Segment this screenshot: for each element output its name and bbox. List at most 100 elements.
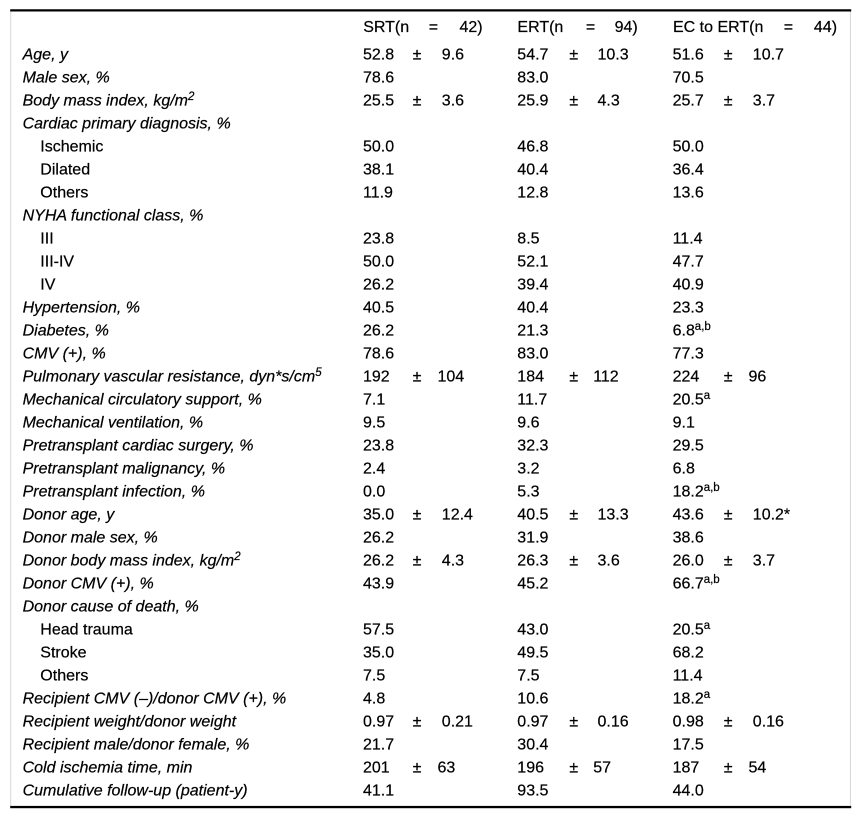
svg-text:±: ± bbox=[724, 713, 733, 730]
svg-text:78.6: 78.6 bbox=[363, 69, 394, 86]
svg-text:=: = bbox=[784, 19, 793, 36]
svg-text:20.5: 20.5 bbox=[673, 621, 704, 638]
svg-text:±: ± bbox=[413, 368, 422, 385]
svg-text:10.3: 10.3 bbox=[598, 46, 629, 63]
svg-text:0.97: 0.97 bbox=[363, 713, 394, 730]
svg-text:12.8: 12.8 bbox=[517, 184, 548, 201]
svg-text:Ischemic: Ischemic bbox=[40, 138, 103, 155]
svg-text:7.5: 7.5 bbox=[517, 667, 539, 684]
svg-text:66.7: 66.7 bbox=[673, 575, 704, 592]
svg-text:ERT(n: ERT(n bbox=[517, 19, 563, 36]
svg-text:43.0: 43.0 bbox=[517, 621, 548, 638]
svg-text:4.3: 4.3 bbox=[442, 552, 464, 569]
svg-text:68.2: 68.2 bbox=[673, 644, 704, 661]
svg-text:83.0: 83.0 bbox=[517, 345, 548, 362]
svg-text:Stroke: Stroke bbox=[40, 644, 86, 661]
svg-text:9.6: 9.6 bbox=[517, 414, 539, 431]
svg-text:a,b: a,b bbox=[704, 574, 720, 586]
svg-text:38.1: 38.1 bbox=[363, 161, 394, 178]
svg-text:44.0: 44.0 bbox=[673, 782, 704, 799]
svg-text:±: ± bbox=[724, 759, 733, 776]
svg-text:11.4: 11.4 bbox=[673, 230, 703, 247]
svg-text:9.5: 9.5 bbox=[363, 414, 385, 431]
svg-text:46.8: 46.8 bbox=[517, 138, 548, 155]
svg-text:9.6: 9.6 bbox=[442, 46, 464, 63]
svg-text:201: 201 bbox=[363, 759, 390, 776]
svg-text:50.0: 50.0 bbox=[363, 253, 394, 270]
svg-text:54: 54 bbox=[749, 759, 767, 776]
svg-text:Recipient male/donor female, %: Recipient male/donor female, % bbox=[23, 736, 250, 753]
svg-text:Dilated: Dilated bbox=[40, 161, 90, 178]
svg-text:52.8: 52.8 bbox=[363, 46, 394, 63]
svg-text:±: ± bbox=[724, 46, 733, 63]
svg-text:Cold ischemia time, min: Cold ischemia time, min bbox=[23, 759, 193, 776]
svg-text:13.3: 13.3 bbox=[598, 506, 629, 523]
svg-text:±: ± bbox=[569, 92, 578, 109]
svg-text:a: a bbox=[704, 689, 711, 701]
svg-text:3.6: 3.6 bbox=[442, 92, 464, 109]
svg-text:18.2: 18.2 bbox=[673, 483, 704, 500]
svg-text:2.4: 2.4 bbox=[363, 460, 385, 477]
svg-text:Body mass index, kg/m: Body mass index, kg/m bbox=[23, 92, 188, 109]
svg-text:17.5: 17.5 bbox=[673, 736, 704, 753]
svg-text:224: 224 bbox=[673, 368, 700, 385]
svg-text:21.7: 21.7 bbox=[363, 736, 394, 753]
svg-text:32.3: 32.3 bbox=[517, 437, 548, 454]
svg-text:Pretransplant infection, %: Pretransplant infection, % bbox=[23, 483, 205, 500]
svg-text:*: * bbox=[784, 506, 790, 523]
svg-text:±: ± bbox=[724, 552, 733, 569]
svg-text:51.6: 51.6 bbox=[673, 46, 704, 63]
svg-text:=: = bbox=[586, 19, 595, 36]
svg-text:±: ± bbox=[413, 552, 422, 569]
svg-text:Hypertension, %: Hypertension, % bbox=[23, 299, 140, 316]
svg-text:Donor age, y: Donor age, y bbox=[23, 506, 116, 523]
svg-text:25.7: 25.7 bbox=[673, 92, 704, 109]
svg-text:Male sex, %: Male sex, % bbox=[23, 69, 110, 86]
svg-text:70.5: 70.5 bbox=[673, 69, 704, 86]
svg-text:39.4: 39.4 bbox=[517, 276, 548, 293]
svg-text:3.6: 3.6 bbox=[598, 552, 620, 569]
svg-text:196: 196 bbox=[517, 759, 544, 776]
svg-text:SRT(n: SRT(n bbox=[363, 19, 409, 36]
svg-text:Donor male sex, %: Donor male sex, % bbox=[23, 529, 158, 546]
svg-text:40.4: 40.4 bbox=[517, 161, 548, 178]
svg-text:57: 57 bbox=[593, 759, 611, 776]
svg-text:192: 192 bbox=[363, 368, 390, 385]
svg-text:12.4: 12.4 bbox=[442, 506, 473, 523]
svg-text:54.7: 54.7 bbox=[517, 46, 548, 63]
svg-text:26.0: 26.0 bbox=[673, 552, 704, 569]
svg-text:Mechanical circulatory support: Mechanical circulatory support, % bbox=[23, 391, 262, 408]
svg-text:13.6: 13.6 bbox=[673, 184, 704, 201]
svg-text:10.6: 10.6 bbox=[517, 690, 548, 707]
svg-text:5: 5 bbox=[315, 367, 322, 379]
svg-text:78.6: 78.6 bbox=[363, 345, 394, 362]
svg-text:0.16: 0.16 bbox=[598, 713, 629, 730]
svg-text:7.5: 7.5 bbox=[363, 667, 385, 684]
svg-text:36.4: 36.4 bbox=[673, 161, 704, 178]
svg-text:43.9: 43.9 bbox=[363, 575, 394, 592]
svg-text:45.2: 45.2 bbox=[517, 575, 548, 592]
svg-text:50.0: 50.0 bbox=[363, 138, 394, 155]
svg-text:Mechanical ventilation, %: Mechanical ventilation, % bbox=[23, 414, 204, 431]
svg-text:187: 187 bbox=[673, 759, 700, 776]
svg-text:26.2: 26.2 bbox=[363, 552, 394, 569]
svg-text:±: ± bbox=[724, 506, 733, 523]
svg-text:11.9: 11.9 bbox=[363, 184, 393, 201]
svg-text:±: ± bbox=[569, 46, 578, 63]
svg-text:2: 2 bbox=[233, 551, 241, 563]
svg-text:63: 63 bbox=[438, 759, 456, 776]
svg-text:9.1: 9.1 bbox=[673, 414, 695, 431]
svg-text:10.7: 10.7 bbox=[753, 46, 784, 63]
svg-text:57.5: 57.5 bbox=[363, 621, 394, 638]
svg-text:Donor cause of death, %: Donor cause of death, % bbox=[23, 598, 199, 615]
svg-text:6.8: 6.8 bbox=[673, 460, 695, 477]
svg-text:Pretransplant cardiac surgery,: Pretransplant cardiac surgery, % bbox=[23, 437, 254, 454]
svg-text:8.5: 8.5 bbox=[517, 230, 539, 247]
svg-text:10.2: 10.2 bbox=[753, 506, 784, 523]
svg-text:43.6: 43.6 bbox=[673, 506, 704, 523]
svg-text:±: ± bbox=[413, 46, 422, 63]
svg-text:83.0: 83.0 bbox=[517, 69, 548, 86]
svg-text:94): 94) bbox=[615, 19, 638, 36]
svg-text:±: ± bbox=[724, 92, 733, 109]
svg-text:Donor body mass index, kg/m: Donor body mass index, kg/m bbox=[23, 552, 235, 569]
